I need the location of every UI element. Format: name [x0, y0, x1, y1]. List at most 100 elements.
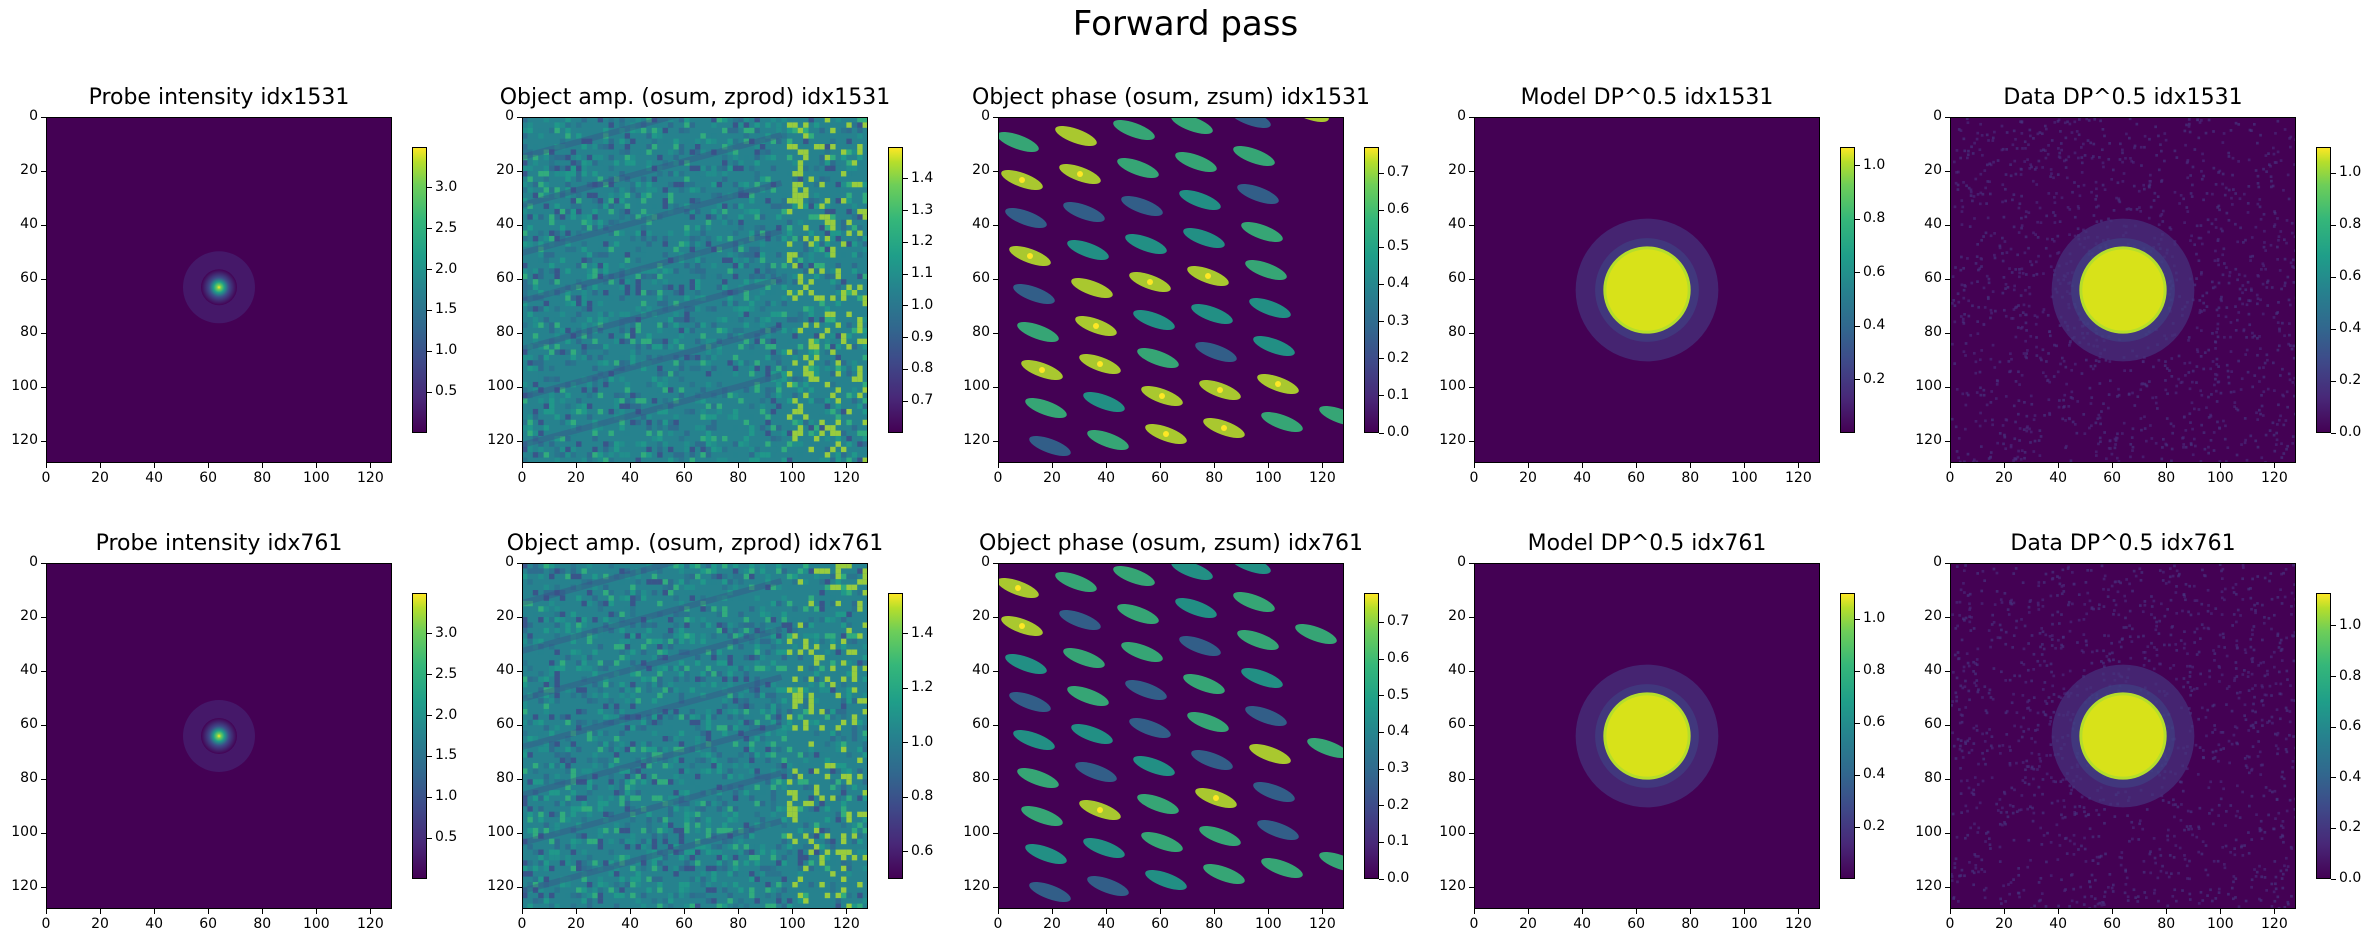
x-tick: [1635, 463, 1637, 468]
colorbar-tick: [2331, 676, 2336, 678]
y-tick-label: 60: [1924, 716, 1942, 733]
y-tick: [41, 170, 46, 172]
colorbar-tick: [2331, 827, 2336, 829]
colorbar-tick-label: 0.9: [911, 328, 934, 345]
heatmap-image: [522, 563, 868, 909]
colorbar-tick: [903, 400, 908, 402]
y-tick: [1945, 116, 1950, 118]
y-tick-label: 100: [1915, 378, 1942, 395]
colorbar-tick-label: 2.5: [435, 665, 458, 682]
x-tick: [1581, 463, 1583, 468]
heatmap-image: [1950, 563, 2296, 909]
y-tick-label: 60: [496, 270, 514, 287]
x-tick: [1527, 463, 1529, 468]
y-tick: [517, 616, 522, 618]
colorbar-tick-label: 1.0: [2339, 164, 2362, 180]
y-tick-label: 40: [496, 216, 514, 233]
colorbar-tick: [1379, 283, 1384, 285]
colorbar-tick: [2331, 777, 2336, 779]
x-tick-label: 0: [1469, 916, 1479, 932]
y-tick-label: 80: [1924, 770, 1942, 787]
x-tick-label: 20: [1519, 470, 1537, 486]
y-tick: [517, 562, 522, 564]
heatmap-image: [522, 117, 868, 463]
x-tick: [997, 463, 999, 468]
y-tick: [993, 724, 998, 726]
x-tick-label: 40: [2049, 916, 2068, 932]
x-tick-label: 60: [1151, 916, 1170, 932]
x-tick-label: 20: [91, 916, 109, 932]
colorbar-tick: [903, 851, 908, 853]
y-tick-label: 80: [20, 770, 38, 787]
colorbar-tick: [903, 178, 908, 180]
x-tick-label: 60: [675, 470, 694, 486]
colorbar-tick-label: 0.5: [435, 383, 458, 400]
colorbar-tick-label: 0.6: [1387, 201, 1410, 218]
y-tick: [1469, 116, 1474, 118]
x-tick-label: 120: [357, 470, 384, 486]
colorbar-tick: [427, 715, 432, 717]
colorbar-tick: [903, 273, 908, 275]
y-tick: [1945, 832, 1950, 834]
heatmap-image: [46, 117, 392, 463]
y-tick: [517, 332, 522, 334]
colorbar-tick: [1855, 618, 1860, 620]
colorbar-tick-label: 0.0: [2339, 870, 2362, 886]
x-tick-label: 120: [1309, 470, 1336, 486]
x-tick: [1105, 909, 1107, 914]
y-tick: [517, 170, 522, 172]
x-tick-label: 20: [1519, 916, 1537, 932]
y-tick-label: 60: [1448, 270, 1466, 287]
x-tick: [1473, 463, 1475, 468]
colorbar-tick: [427, 269, 432, 271]
y-tick: [993, 886, 998, 888]
x-tick-label: 100: [2206, 916, 2234, 932]
x-tick-label: 40: [621, 916, 640, 932]
y-tick: [1469, 332, 1474, 334]
colorbar-tick: [1379, 358, 1384, 360]
x-tick-label: 80: [1681, 916, 1700, 932]
y-tick: [517, 832, 522, 834]
x-tick: [683, 463, 685, 468]
colorbar-tick: [1855, 826, 1860, 828]
x-tick-label: 0: [1469, 470, 1479, 486]
heatmap-image: [1474, 563, 1820, 909]
colorbar-tick-label: 3.0: [435, 178, 458, 195]
x-tick: [1581, 909, 1583, 914]
colorbar-tick-label: 1.0: [911, 296, 934, 313]
probe-peak: [201, 718, 237, 754]
x-tick: [683, 909, 685, 914]
colorbar-tick: [1855, 774, 1860, 776]
colorbar-tick-label: 0.3: [1387, 312, 1410, 329]
colorbar-tick: [1379, 658, 1384, 660]
colorbar-tick: [2331, 172, 2336, 174]
colorbar-tick-label: 0.5: [435, 829, 458, 846]
x-tick: [99, 463, 101, 468]
heatmap-image: [998, 117, 1344, 463]
colorbar-tick-label: 0.8: [2339, 667, 2362, 684]
x-tick: [1689, 463, 1691, 468]
y-tick: [1469, 224, 1474, 226]
colorbar-tick-label: 0.0: [1387, 424, 1410, 440]
y-tick-label: 40: [20, 216, 38, 233]
colorbar-tick: [903, 796, 908, 798]
x-tick: [153, 463, 155, 468]
x-tick-label: 80: [253, 916, 272, 932]
x-tick: [2219, 909, 2221, 914]
x-tick: [791, 909, 793, 914]
colorbar-tick: [427, 187, 432, 189]
colorbar-tick-label: 0.6: [2339, 268, 2362, 284]
colorbar-tick: [903, 742, 908, 744]
y-tick: [41, 616, 46, 618]
x-tick: [1743, 909, 1745, 914]
x-tick: [1689, 909, 1691, 914]
colorbar-tick: [1379, 209, 1384, 211]
y-tick-label: 20: [1448, 162, 1466, 179]
y-tick-label: 100: [487, 824, 514, 841]
panel-title: Object amp. (osum, zprod) idx1531: [499, 85, 891, 110]
y-tick: [517, 116, 522, 118]
x-tick: [99, 909, 101, 914]
y-tick: [1945, 562, 1950, 564]
colorbar-tick: [2331, 380, 2336, 382]
colorbar: [412, 593, 427, 879]
